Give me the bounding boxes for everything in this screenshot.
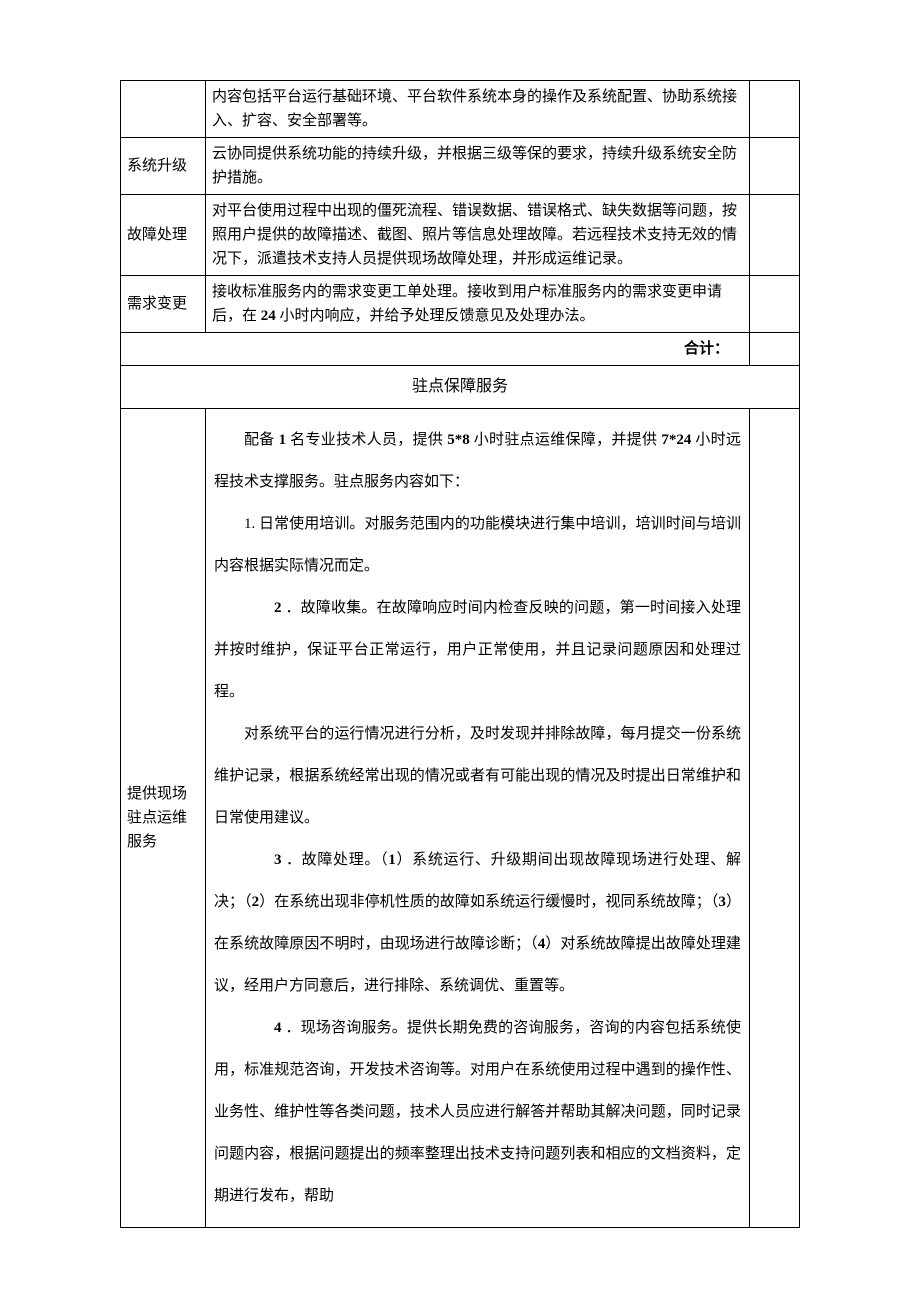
text: 小时内响应，并给予处理反馈意见及处理办法。	[276, 308, 595, 324]
total-right	[750, 333, 800, 366]
text: ．故障收集。在故障响应时间内检查反映的问题，第一时间接入处理并按时维护，保证平台…	[214, 600, 741, 700]
long-label: 提供现场驻点运维服务	[121, 408, 206, 1227]
num-label: 3	[244, 839, 282, 881]
paragraph: 配备 1 名专业技术人员，提供 5*8 小时驻点运维保障，并提供 7*24 小时…	[214, 419, 741, 503]
bold-text: 24	[261, 308, 276, 324]
num-label: 4	[244, 1007, 282, 1049]
section-header: 驻点保障服务	[121, 366, 800, 409]
paragraph: 3 ．故障处理。（1）系统运行、升级期间出现故障现场进行处理、解决；（2）在系统…	[214, 839, 741, 1007]
table-row: 故障处理 对平台使用过程中出现的僵死流程、错误数据、错误格式、缺失数据等问题，按…	[121, 195, 800, 276]
text: ．故障处理。（	[282, 852, 389, 868]
long-content: 配备 1 名专业技术人员，提供 5*8 小时驻点运维保障，并提供 7*24 小时…	[206, 408, 750, 1227]
row-content: 内容包括平台运行基础环境、平台软件系统本身的操作及系统配置、协助系统接入、扩容、…	[206, 81, 750, 138]
bold-text: 7*24	[661, 432, 691, 448]
row-label: 系统升级	[121, 138, 206, 195]
text: ．现场咨询服务。提供长期免费的咨询服务，咨询的内容包括系统使用，标准规范咨询，开…	[214, 1020, 741, 1204]
bold-text: 1	[388, 852, 396, 868]
num-label: 2	[244, 587, 282, 629]
table-row: 需求变更 接收标准服务内的需求变更工单处理。接收到用户标准服务内的需求变更申请后…	[121, 276, 800, 333]
section-header-row: 驻点保障服务	[121, 366, 800, 409]
row-label: 需求变更	[121, 276, 206, 333]
paragraph: 4 ．现场咨询服务。提供长期免费的咨询服务，咨询的内容包括系统使用，标准规范咨询…	[214, 1007, 741, 1217]
row-right	[750, 81, 800, 138]
row-label: 故障处理	[121, 195, 206, 276]
text: ）在系统出现非停机性质的故障如系统运行缓慢时，视同系统故障；（	[259, 894, 718, 910]
bold-text: 5*8	[447, 432, 470, 448]
long-right	[750, 408, 800, 1227]
row-content: 对平台使用过程中出现的僵死流程、错误数据、错误格式、缺失数据等问题，按照用户提供…	[206, 195, 750, 276]
text: 小时驻点运维保障，并提供	[470, 432, 662, 448]
text: 配备	[244, 432, 279, 448]
row-label	[121, 81, 206, 138]
long-row: 提供现场驻点运维服务 配备 1 名专业技术人员，提供 5*8 小时驻点运维保障，…	[121, 408, 800, 1227]
paragraph: 对系统平台的运行情况进行分析，及时发现并排除故障，每月提交一份系统维护记录，根据…	[214, 713, 741, 839]
service-table: 内容包括平台运行基础环境、平台软件系统本身的操作及系统配置、协助系统接入、扩容、…	[120, 80, 800, 1228]
row-content: 云协同提供系统功能的持续升级，并根据三级等保的要求，持续升级系统安全防护措施。	[206, 138, 750, 195]
row-right	[750, 138, 800, 195]
total-label: 合计：	[121, 333, 750, 366]
text: 名专业技术人员，提供	[286, 432, 447, 448]
row-right	[750, 276, 800, 333]
paragraph: 2 ．故障收集。在故障响应时间内检查反映的问题，第一时间接入处理并按时维护，保证…	[214, 587, 741, 713]
row-content: 接收标准服务内的需求变更工单处理。接收到用户标准服务内的需求变更申请后，在 24…	[206, 276, 750, 333]
total-row: 合计：	[121, 333, 800, 366]
table-row: 内容包括平台运行基础环境、平台软件系统本身的操作及系统配置、协助系统接入、扩容、…	[121, 81, 800, 138]
bold-text: 3	[718, 894, 726, 910]
row-right	[750, 195, 800, 276]
table-row: 系统升级 云协同提供系统功能的持续升级，并根据三级等保的要求，持续升级系统安全防…	[121, 138, 800, 195]
paragraph: 1. 日常使用培训。对服务范围内的功能模块进行集中培训，培训时间与培训内容根据实…	[214, 503, 741, 587]
